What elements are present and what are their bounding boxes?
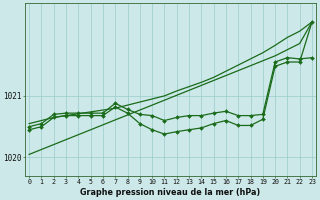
X-axis label: Graphe pression niveau de la mer (hPa): Graphe pression niveau de la mer (hPa) bbox=[80, 188, 261, 197]
